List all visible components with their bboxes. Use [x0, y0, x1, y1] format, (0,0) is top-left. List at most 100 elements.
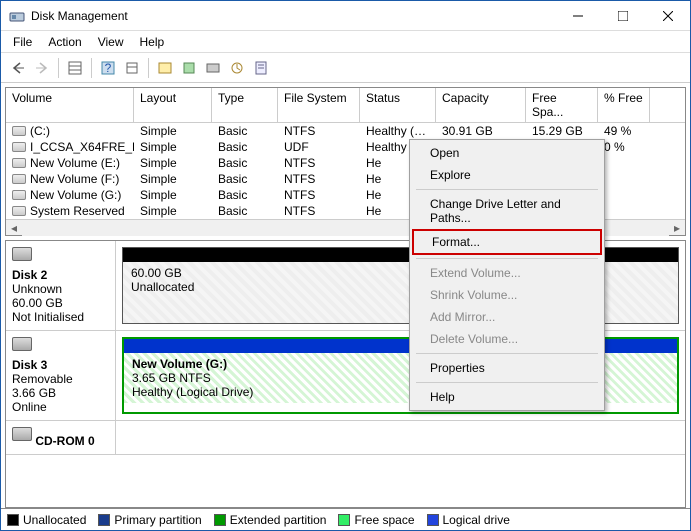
- ctx-explore[interactable]: Explore: [412, 164, 602, 186]
- cell-pct: [598, 171, 650, 187]
- disk-icon: [12, 247, 32, 261]
- cell-layout: Simple: [134, 123, 212, 139]
- close-button[interactable]: [645, 1, 690, 30]
- cell-fs: NTFS: [278, 187, 360, 203]
- legend-free: Free space: [354, 513, 414, 527]
- ctx-extend: Extend Volume...: [412, 262, 602, 284]
- menubar: File Action View Help: [1, 31, 690, 53]
- menu-action[interactable]: Action: [40, 33, 89, 51]
- back-button[interactable]: [7, 57, 29, 79]
- cell-volume: I_CCSA_X64FRE_E...: [30, 140, 134, 154]
- action1-icon[interactable]: [202, 57, 224, 79]
- part-size: 3.65 GB NTFS: [132, 371, 211, 385]
- ctx-mirror: Add Mirror...: [412, 306, 602, 328]
- cell-volume: New Volume (E:): [30, 156, 120, 170]
- cdrom-row[interactable]: CD-ROM 0: [6, 421, 685, 455]
- disk-2-state: Not Initialised: [12, 310, 84, 324]
- ctx-format[interactable]: Format...: [412, 229, 602, 255]
- action2-icon[interactable]: [226, 57, 248, 79]
- drive-icon: [12, 206, 26, 216]
- settings-icon[interactable]: [121, 57, 143, 79]
- table-row[interactable]: (C:)SimpleBasicNTFSHealthy (B...30.91 GB…: [6, 123, 685, 139]
- rescan-icon[interactable]: [178, 57, 200, 79]
- cell-type: Basic: [212, 171, 278, 187]
- col-type[interactable]: Type: [212, 88, 278, 122]
- col-free[interactable]: Free Spa...: [526, 88, 598, 122]
- cell-volume: New Volume (F:): [30, 172, 119, 186]
- cell-cap: 30.91 GB: [436, 123, 526, 139]
- cell-type: Basic: [212, 187, 278, 203]
- cell-pct: [598, 203, 650, 219]
- disk-2-kind: Unknown: [12, 282, 62, 296]
- cell-fs: NTFS: [278, 155, 360, 171]
- part-size: 60.00 GB: [131, 266, 182, 280]
- col-volume[interactable]: Volume: [6, 88, 134, 122]
- disk-3-label: Disk 3 Removable 3.66 GB Online: [6, 331, 116, 420]
- cell-volume: (C:): [30, 124, 50, 138]
- ctx-help[interactable]: Help: [412, 386, 602, 408]
- toolbar: ?: [1, 53, 690, 83]
- scroll-right-icon[interactable]: ▸: [669, 220, 685, 236]
- menu-help[interactable]: Help: [132, 33, 173, 51]
- disk-2-size: 60.00 GB: [12, 296, 63, 310]
- drive-icon: [12, 126, 26, 136]
- menu-file[interactable]: File: [5, 33, 40, 51]
- cell-layout: Simple: [134, 187, 212, 203]
- titlebar: Disk Management: [1, 1, 690, 31]
- cell-fs: UDF: [278, 139, 360, 155]
- table-header: Volume Layout Type File System Status Ca…: [6, 88, 685, 123]
- col-layout[interactable]: Layout: [134, 88, 212, 122]
- ctx-open[interactable]: Open: [412, 142, 602, 164]
- window: Disk Management File Action View Help ? …: [0, 0, 691, 531]
- cell-volume: New Volume (G:): [30, 188, 121, 202]
- cell-type: Basic: [212, 155, 278, 171]
- view-list-icon[interactable]: [64, 57, 86, 79]
- disk-3-size: 3.66 GB: [12, 386, 56, 400]
- disk-3-state: Online: [12, 400, 47, 414]
- legend-logical: Logical drive: [443, 513, 510, 527]
- cell-type: Basic: [212, 139, 278, 155]
- legend-free-swatch: [338, 514, 350, 526]
- col-pct[interactable]: % Free: [598, 88, 650, 122]
- cell-volume: System Reserved: [30, 204, 125, 218]
- disk-3-name: Disk 3: [12, 358, 47, 372]
- menu-view[interactable]: View: [90, 33, 132, 51]
- ctx-properties[interactable]: Properties: [412, 357, 602, 379]
- cdrom-label: CD-ROM 0: [6, 421, 116, 454]
- drive-icon: [12, 174, 26, 184]
- ctx-shrink: Shrink Volume...: [412, 284, 602, 306]
- cell-pct: [598, 187, 650, 203]
- part-state: Healthy (Logical Drive): [132, 385, 253, 399]
- properties-icon[interactable]: [250, 57, 272, 79]
- scroll-left-icon[interactable]: ◂: [6, 220, 22, 236]
- legend-primary-swatch: [98, 514, 110, 526]
- refresh-icon[interactable]: [154, 57, 176, 79]
- legend-logical-swatch: [427, 514, 439, 526]
- drive-icon: [12, 142, 26, 152]
- drive-icon: [12, 190, 26, 200]
- maximize-button[interactable]: [600, 1, 645, 30]
- disk-icon: [12, 337, 32, 351]
- minimize-button[interactable]: [555, 1, 600, 30]
- part-name: New Volume (G:): [132, 357, 227, 371]
- cell-fs: NTFS: [278, 203, 360, 219]
- help-icon[interactable]: ?: [97, 57, 119, 79]
- drive-icon: [12, 158, 26, 168]
- svg-text:?: ?: [105, 61, 112, 75]
- cell-fs: NTFS: [278, 171, 360, 187]
- forward-button[interactable]: [31, 57, 53, 79]
- cell-pct: [598, 155, 650, 171]
- cell-pct: 0 %: [598, 139, 650, 155]
- cell-layout: Simple: [134, 139, 212, 155]
- app-icon: [9, 8, 25, 24]
- col-filesystem[interactable]: File System: [278, 88, 360, 122]
- cell-layout: Simple: [134, 203, 212, 219]
- legend-ext: Extended partition: [230, 513, 327, 527]
- ctx-change-letter[interactable]: Change Drive Letter and Paths...: [412, 193, 602, 229]
- col-capacity[interactable]: Capacity: [436, 88, 526, 122]
- col-status[interactable]: Status: [360, 88, 436, 122]
- disk-3-kind: Removable: [12, 372, 73, 386]
- legend-unalloc: Unallocated: [23, 513, 86, 527]
- cdrom-name: CD-ROM 0: [35, 434, 94, 448]
- cell-pct: 49 %: [598, 123, 650, 139]
